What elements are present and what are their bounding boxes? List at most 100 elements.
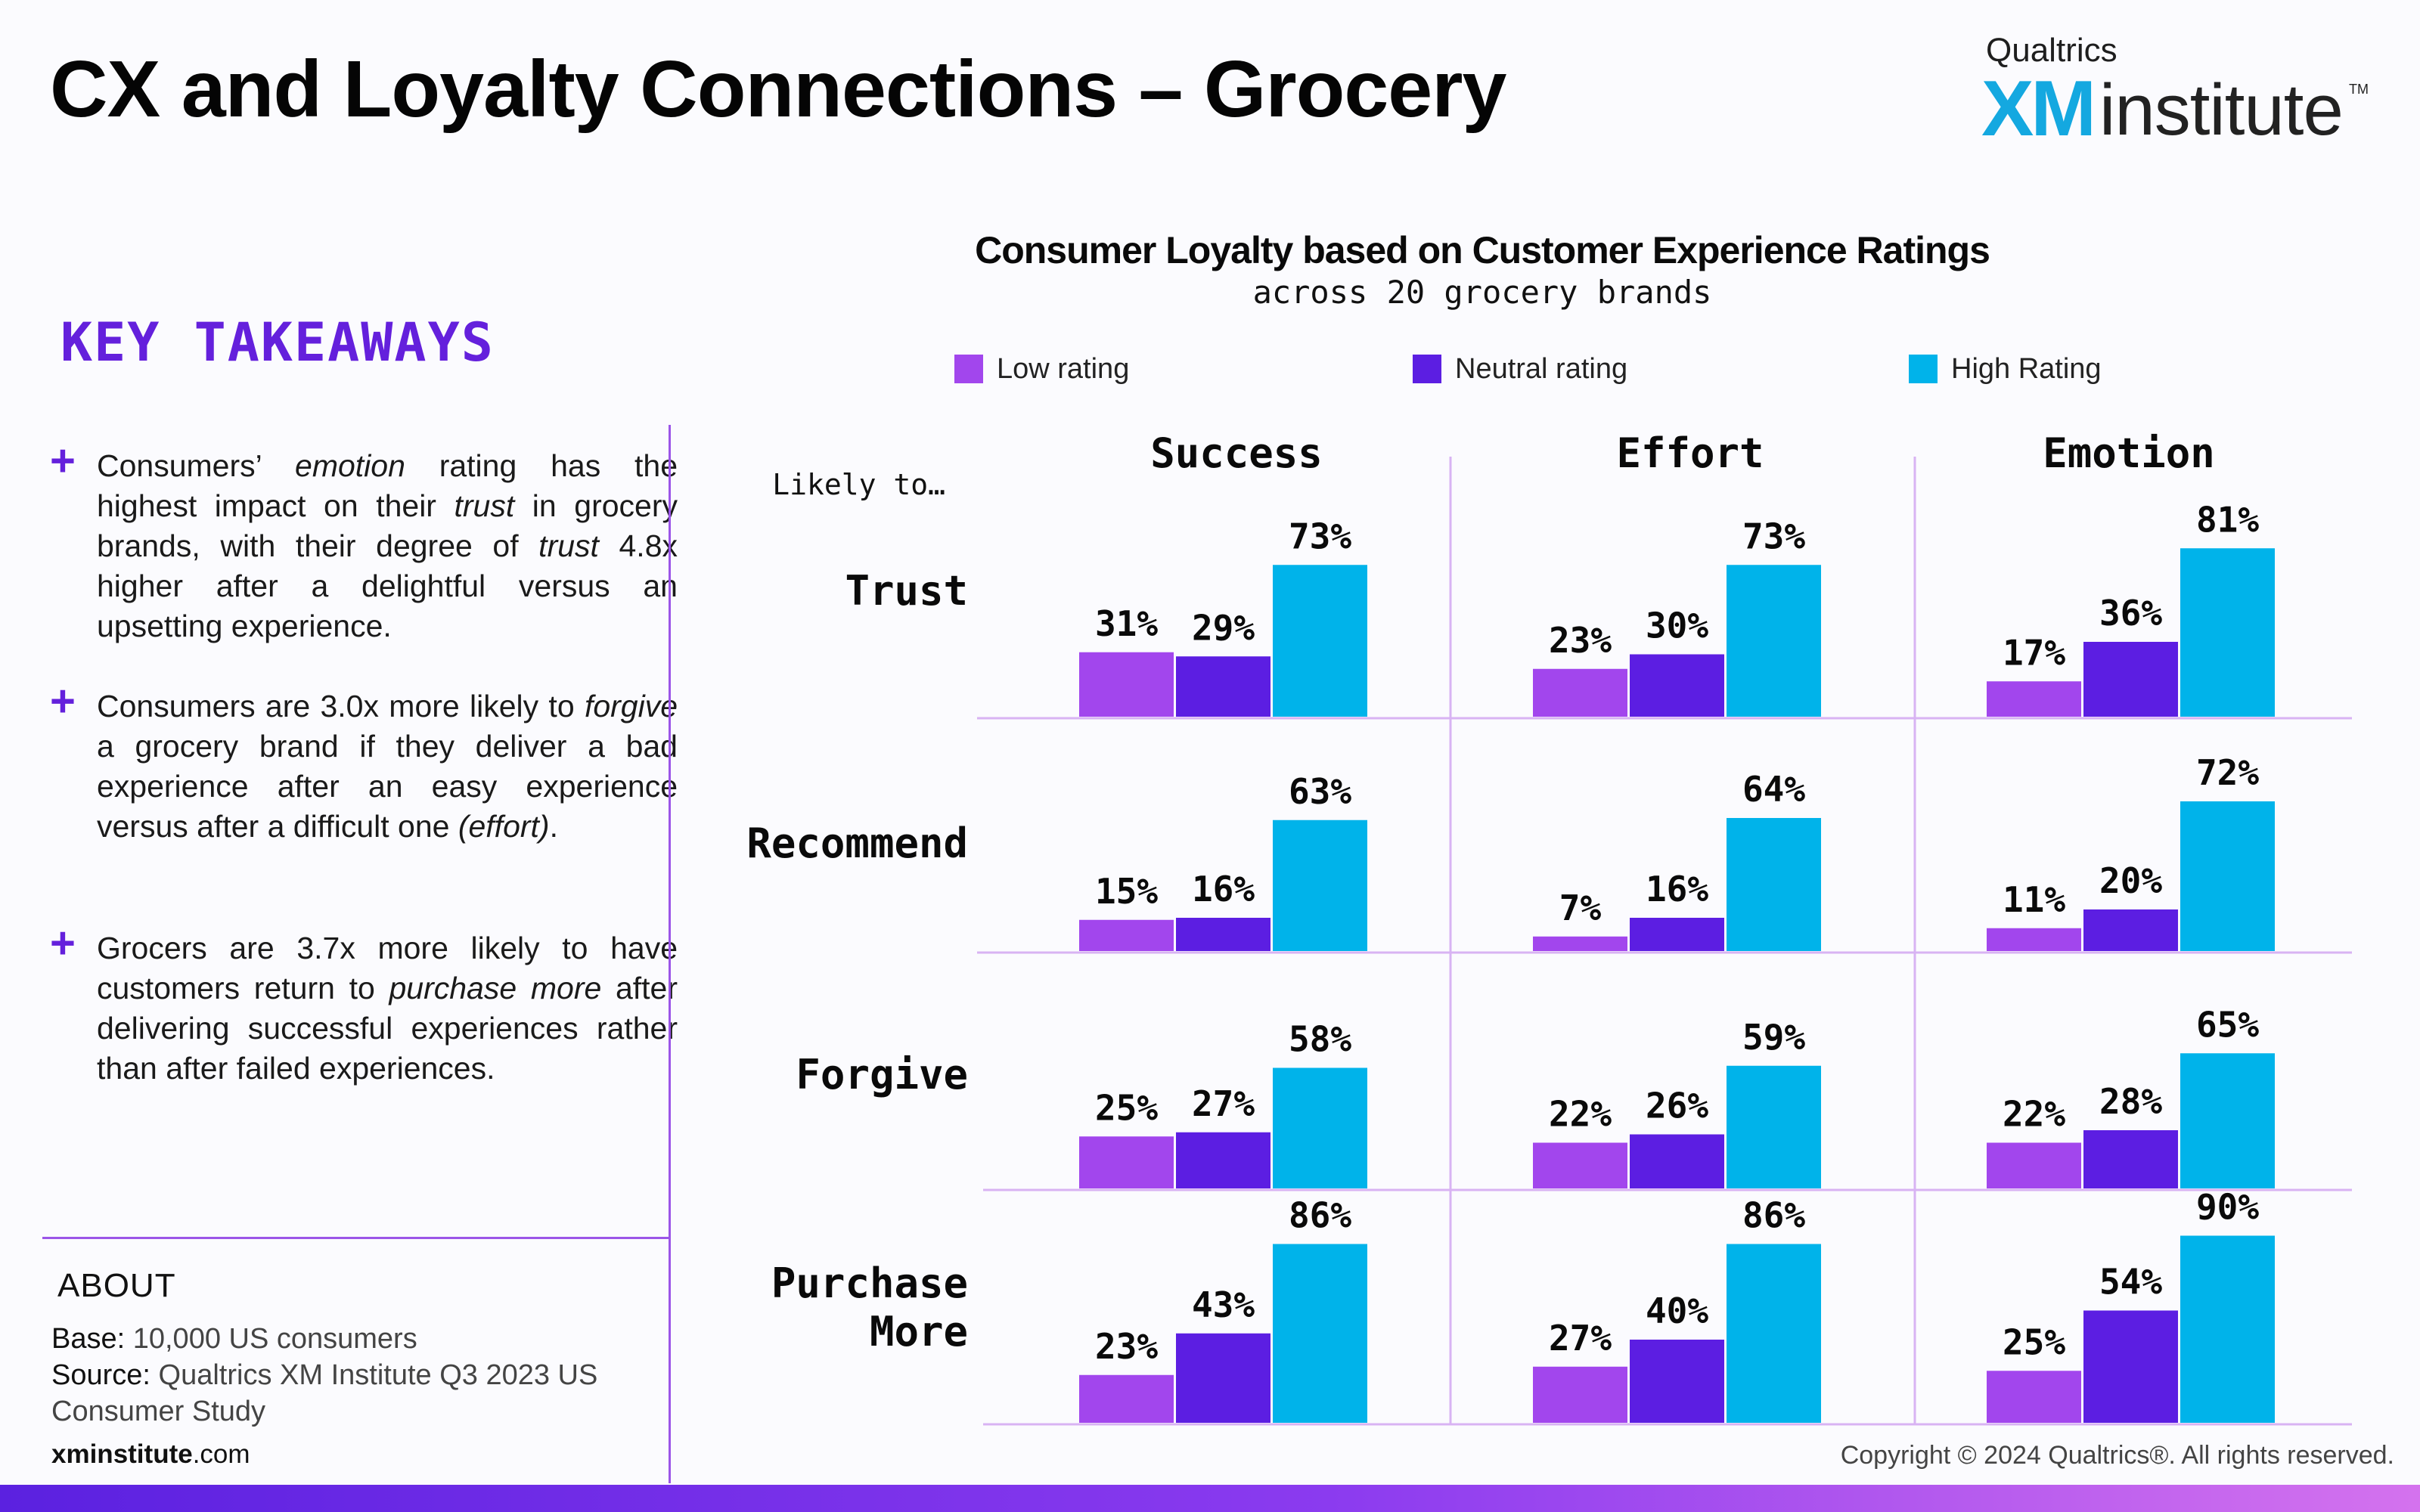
legend-item-low: Low rating xyxy=(954,352,1129,386)
bar-neutral xyxy=(1630,1134,1724,1188)
bar-neutral xyxy=(1630,654,1724,717)
bar-low xyxy=(1987,1371,2081,1423)
about-source-label: Source: xyxy=(51,1359,150,1391)
bar-value-label: 73% xyxy=(1289,516,1351,556)
bar-value-label: 64% xyxy=(1742,769,1805,810)
legend-swatch-low xyxy=(954,355,983,383)
brand-xm-text: XM xyxy=(1981,65,2096,153)
bar-value-label: 86% xyxy=(1289,1195,1351,1236)
page-title: CX and Loyalty Connections – Grocery xyxy=(50,45,1506,134)
bar-value-label: 59% xyxy=(1742,1017,1805,1058)
key-takeaways-heading: KEY TAKEAWAYS xyxy=(60,311,495,373)
row-label: More xyxy=(870,1308,968,1356)
bar-value-label: 58% xyxy=(1289,1019,1351,1060)
bar-neutral xyxy=(1176,1132,1270,1188)
bar-low xyxy=(1987,681,2081,717)
legend-item-high: High Rating xyxy=(1909,352,2102,386)
about-base: Base: 10,000 US consumers xyxy=(51,1323,417,1356)
legend-swatch-neutral xyxy=(1413,355,1441,383)
about-heading: ABOUT xyxy=(57,1267,176,1304)
chart-title: Consumer Loyalty based on Customer Exper… xyxy=(975,229,1990,271)
bar-high xyxy=(1273,1244,1367,1423)
bar-value-label: 15% xyxy=(1095,871,1158,912)
row-label: Purchase xyxy=(771,1259,968,1307)
bar-value-label: 20% xyxy=(2099,860,2162,901)
bar-neutral xyxy=(1630,918,1724,951)
bar-value-label: 31% xyxy=(1095,603,1158,644)
bar-value-label: 72% xyxy=(2196,752,2259,793)
bar-high xyxy=(1273,565,1367,717)
plus-icon: + xyxy=(50,677,76,726)
bar-value-label: 25% xyxy=(1095,1087,1158,1128)
bar-value-label: 25% xyxy=(2003,1321,2065,1362)
bar-low xyxy=(1079,1374,1174,1423)
bar-low xyxy=(1533,1142,1627,1188)
bar-value-label: 81% xyxy=(2196,499,2259,540)
divider-horizontal xyxy=(42,1237,670,1239)
bar-value-label: 40% xyxy=(1646,1290,1708,1331)
brand-small-text: Qualtrics xyxy=(1986,32,2118,69)
legend-label-neutral: Neutral rating xyxy=(1455,352,1628,385)
bar-value-label: 7% xyxy=(1559,888,1602,928)
site-link[interactable]: xminstitute.com xyxy=(51,1439,250,1470)
bar-value-label: 43% xyxy=(1192,1284,1255,1325)
about-base-value: 10,000 US consumers xyxy=(132,1323,417,1355)
bar-low xyxy=(1533,936,1627,951)
bar-neutral xyxy=(2083,909,2178,951)
bar-high xyxy=(1727,1065,1821,1188)
bar-value-label: 63% xyxy=(1289,771,1351,812)
row-label: Forgive xyxy=(796,1051,968,1098)
bar-high xyxy=(2180,1053,2275,1188)
bar-value-label: 36% xyxy=(2099,593,2162,634)
bar-neutral xyxy=(1176,918,1270,951)
bar-value-label: 65% xyxy=(2196,1004,2259,1045)
bar-low xyxy=(1533,1366,1627,1423)
row-label: Trust xyxy=(845,567,968,615)
bar-high xyxy=(1727,1244,1821,1423)
plus-icon: + xyxy=(50,436,76,485)
row-header-label: Likely to… xyxy=(772,468,945,501)
legend-swatch-high xyxy=(1909,355,1938,383)
chart-subtitle: across 20 grocery brands xyxy=(1252,274,1712,311)
bar-value-label: 26% xyxy=(1646,1086,1708,1126)
plus-icon: + xyxy=(50,919,76,968)
bar-neutral xyxy=(1176,656,1270,717)
bar-low xyxy=(1987,928,2081,951)
about-source-cont: Consumer Study xyxy=(51,1396,265,1428)
bar-high xyxy=(2180,548,2275,717)
bar-value-label: 22% xyxy=(1549,1094,1612,1135)
bar-neutral xyxy=(1630,1340,1724,1423)
legend-item-neutral: Neutral rating xyxy=(1413,352,1627,386)
bar-value-label: 16% xyxy=(1646,869,1708,909)
brand-tm-mark: TM xyxy=(2349,82,2369,97)
brand-logo: Qualtrics XM institute TM xyxy=(1971,27,2369,153)
takeaway-text: Consumers are 3.0x more likely to forgiv… xyxy=(97,689,678,844)
bar-value-label: 86% xyxy=(1742,1195,1805,1236)
bar-low xyxy=(1987,1142,2081,1188)
site-bold: xminstitute xyxy=(51,1439,193,1469)
bar-value-label: 11% xyxy=(2003,879,2065,920)
bar-high xyxy=(1273,820,1367,951)
bar-high xyxy=(2180,1235,2275,1423)
legend-label-high: High Rating xyxy=(1951,352,2102,385)
bar-high xyxy=(1273,1067,1367,1188)
bar-neutral xyxy=(2083,642,2178,717)
bar-value-label: 54% xyxy=(2099,1262,2162,1303)
copyright-text: Copyright © 2024 Qualtrics®. All rights … xyxy=(1840,1441,2394,1470)
column-header: Success xyxy=(1150,429,1323,477)
bar-neutral xyxy=(2083,1310,2178,1423)
bar-value-label: 29% xyxy=(1192,607,1255,648)
bar-value-label: 30% xyxy=(1646,606,1708,646)
bar-high xyxy=(2180,801,2275,951)
bar-high xyxy=(1727,818,1821,951)
about-source: Source: Qualtrics XM Institute Q3 2023 U… xyxy=(51,1359,597,1392)
bar-value-label: 17% xyxy=(2003,632,2065,673)
brand-institute-text: institute xyxy=(2099,70,2344,150)
about-source-value-2: Consumer Study xyxy=(51,1396,266,1427)
bottom-gradient-bar xyxy=(0,1485,2420,1512)
bar-low xyxy=(1079,919,1174,951)
bar-value-label: 23% xyxy=(1095,1326,1158,1367)
bar-low xyxy=(1533,668,1627,717)
bar-value-label: 90% xyxy=(2196,1187,2259,1228)
